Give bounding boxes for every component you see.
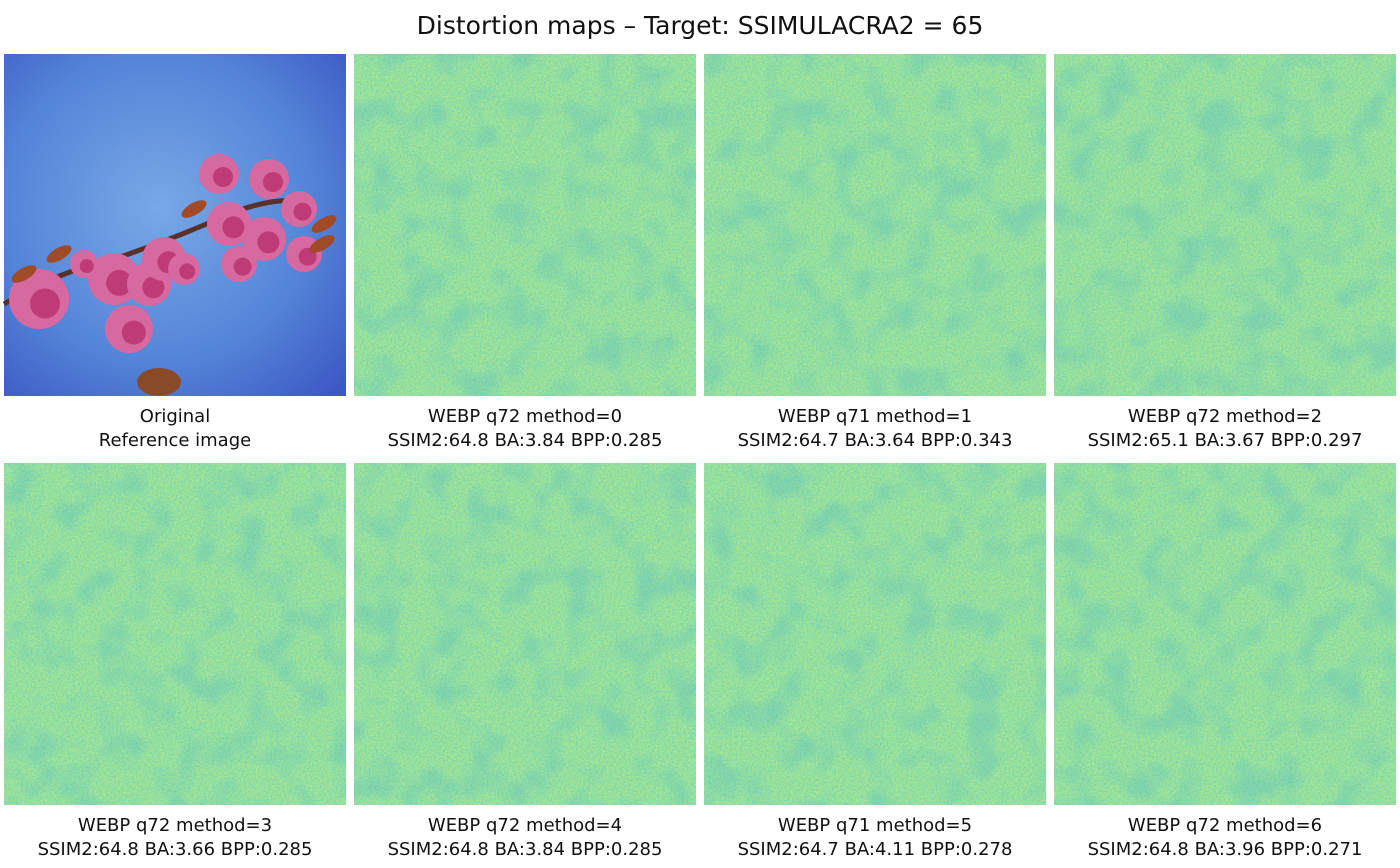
leaf (46, 245, 72, 263)
blossom-center (79, 259, 94, 274)
caption-title: WEBP q71 method=5 (778, 815, 972, 836)
distortion-structure (354, 463, 696, 805)
caption-stats: Reference image (99, 430, 251, 451)
blossom-center (233, 257, 252, 276)
blossom-center (142, 276, 165, 299)
distortion-structure (704, 463, 1046, 805)
panel: WEBP q71 method=5 SSIM2:64.7 BA:4.11 BPP:… (704, 463, 1046, 860)
sky (4, 54, 346, 396)
blossom-center (263, 172, 283, 192)
caption-title: WEBP q72 method=2 (1128, 406, 1322, 427)
leaf (11, 265, 37, 283)
distortion-structure (1054, 463, 1396, 805)
panel: WEBP q72 method=2 SSIM2:65.1 BA:3.67 BPP:… (1054, 54, 1396, 451)
caption-title: WEBP q72 method=6 (1128, 815, 1322, 836)
caption-title: WEBP q72 method=3 (78, 815, 272, 836)
panel: WEBP q72 method=4 SSIM2:64.8 BA:3.84 BPP:… (354, 463, 696, 860)
caption-stats: SSIM2:65.1 BA:3.67 BPP:0.297 (1088, 430, 1363, 451)
leaf (137, 368, 181, 396)
distortion-structure (1054, 54, 1396, 396)
blossom-center (222, 216, 245, 239)
panel: Original Reference image (2, 54, 346, 451)
caption-stats: SSIM2:64.8 BA:3.66 BPP:0.285 (38, 839, 313, 860)
caption-stats: SSIM2:64.7 BA:4.11 BPP:0.278 (738, 839, 1013, 860)
distortion-structure (4, 463, 346, 805)
panel: WEBP q72 method=3 SSIM2:64.8 BA:3.66 BPP:… (4, 463, 346, 860)
caption-title: Original (140, 406, 210, 427)
blossom-center (213, 167, 233, 187)
blossom-center (121, 320, 146, 345)
blossom-center (293, 202, 312, 221)
caption-title: WEBP q71 method=1 (778, 406, 972, 427)
panel: WEBP q71 method=1 SSIM2:64.7 BA:3.64 BPP:… (704, 54, 1046, 451)
caption-stats: SSIM2:64.7 BA:3.64 BPP:0.343 (738, 430, 1013, 451)
reference-image (2, 54, 346, 396)
panel: WEBP q72 method=0 SSIM2:64.8 BA:3.84 BPP:… (354, 54, 696, 451)
leaf (311, 215, 337, 233)
caption-title: WEBP q72 method=4 (428, 815, 622, 836)
caption-stats: SSIM2:64.8 BA:3.84 BPP:0.285 (388, 839, 663, 860)
caption-stats: SSIM2:64.8 BA:3.84 BPP:0.285 (388, 430, 663, 451)
panel: WEBP q72 method=6 SSIM2:64.8 BA:3.96 BPP:… (1054, 463, 1396, 860)
caption-title: WEBP q72 method=0 (428, 406, 622, 427)
caption-stats: SSIM2:64.8 BA:3.96 BPP:0.271 (1088, 839, 1363, 860)
distortion-structure (704, 54, 1046, 396)
distortion-structure (354, 54, 696, 396)
leaf (309, 235, 335, 253)
leaf (181, 200, 207, 218)
figure-title: Distortion maps – Target: SSIMULACRA2 = … (417, 11, 984, 40)
blossom-center (30, 288, 60, 319)
blossom-center (106, 269, 133, 296)
blossom-center (257, 231, 280, 254)
blossom-center (179, 263, 196, 280)
